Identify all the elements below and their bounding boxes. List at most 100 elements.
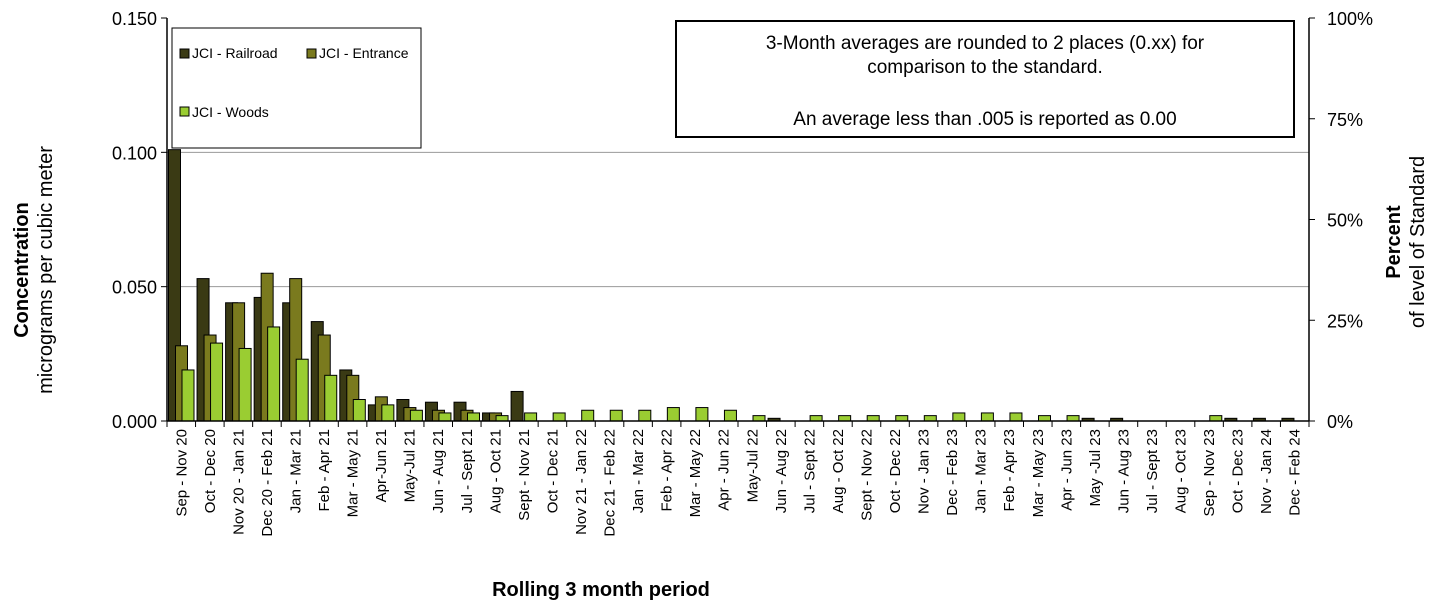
x-tick-label-31: Apr - Jun 23 [1058,429,1075,511]
bar-jciwoods-4 [295,358,309,422]
y-tick-label-0: 0.000 [112,412,157,432]
gridlines [167,151,1309,288]
y2-axis-title: Percent of level of Standard [1383,156,1429,328]
bar-jciwoods-16 [638,409,652,422]
bar-jciwoods-8 [409,409,423,422]
x-tick-label-9: Jun - Aug 21 [430,429,447,513]
x-tick-label-2: Nov 20 - Jan 21 [230,429,247,535]
bar-jciwoods-27 [952,412,966,422]
bar-jcirailroad-12 [510,390,524,422]
bar-jciwoods-11 [495,415,509,422]
x-tick-label-21: Jun - Aug 22 [773,429,790,513]
bar-jciwoods-7 [381,404,395,422]
bar-jciwoods-9 [438,412,452,422]
x-axis-title: Rolling 3 month period [492,579,710,601]
annotation-line-4: An average less than .005 is reported as… [793,109,1176,130]
x-tick-label-13: Oct - Dec 21 [544,429,561,513]
bar-jciwoods-10 [467,412,480,422]
x-tick-label-30: Mar - May 23 [1030,429,1047,517]
legend: JCI - Railroad JCI - Entrance JCI - Wood… [171,27,422,149]
bar-jciwoods-36 [1209,415,1223,422]
x-tick-label-29: Feb - Apr 23 [1001,429,1018,512]
x-tick-label-6: Mar - May 21 [345,429,362,517]
legend-label-woods: JCI - Woods [192,104,269,120]
x-tick-label-11: Aug - Oct 21 [487,429,504,513]
bar-jciwoods-3 [267,326,281,422]
y2-axis-title-sub: of level of Standard [1407,156,1429,328]
x-tick-label-5: Feb - Apr 21 [316,429,333,512]
bar-jciwoods-5 [324,374,338,422]
annotation-line-2: comparison to the standard. [867,57,1103,78]
y-ticks: 0.000 0.050 0.100 0.150 [112,9,167,432]
bar-jciwoods-31 [1066,415,1080,422]
y2-tick-label-4: 100% [1327,9,1373,29]
bars-group [168,149,1295,422]
x-tick-label-10: Jul - Sept 21 [459,429,476,513]
x-tick-label-37: Oct - Dec 23 [1230,429,1247,513]
bar-jciwoods-12 [524,412,538,422]
x-tick-label-17: Feb - Apr 22 [659,429,676,512]
y2-axis-title-bold: Percent [1383,205,1405,279]
x-tick-label-36: Sep - Nov 23 [1201,429,1218,517]
legend-label-railroad: JCI - Railroad [192,45,278,61]
bar-jciwoods-19 [723,409,737,422]
bar-jciwoods-0 [181,369,195,422]
x-tick-label-25: Oct - Dec 22 [887,429,904,513]
y2-tick-label-0: 0% [1327,412,1353,432]
x-tick-label-18: Mar - May 22 [687,429,704,517]
bar-jciwoods-13 [552,412,566,422]
x-tick-label-14: Nov 21 - Jan 22 [573,429,590,535]
x-tick-label-35: Aug - Oct 23 [1173,429,1190,513]
y-tick-label-2: 0.100 [112,143,157,163]
x-tick-label-39: Dec - Feb 24 [1287,429,1304,516]
bar-jciwoods-30 [1038,415,1051,422]
x-tick-label-15: Dec 21 - Feb 22 [602,429,619,537]
bar-jciwoods-14 [581,409,595,422]
bar-jciwoods-29 [1009,412,1023,422]
y-axis-title-sub: micrograms per cubic meter [35,146,57,394]
x-tick-label-7: Apr-Jun 21 [373,429,390,502]
legend-swatch-railroad [179,48,190,59]
bar-jciwoods-6 [352,399,366,422]
x-tick-label-4: Jan - Mar 21 [287,429,304,513]
legend-label-entrance: JCI - Entrance [319,45,409,61]
x-tick-label-3: Dec 20 - Feb 21 [259,429,276,537]
annotation-box: 3-Month averages are rounded to 2 places… [675,20,1295,138]
x-tick-label-34: Jul - Sept 23 [1144,429,1161,513]
legend-box [171,27,422,149]
legend-swatch-entrance [306,48,317,59]
y-axis-title-bold: Concentration [11,202,33,338]
x-tick-label-27: Dec - Feb 23 [944,429,961,516]
x-ticks: Sep - Nov 20 Oct - Dec 20 Nov 20 - Jan 21 D… [166,421,1310,537]
x-tick-label-20: May-Jul 22 [744,429,761,502]
x-tick-label-26: Nov - Jan 23 [916,429,933,514]
bar-jciwoods-28 [980,412,994,422]
x-tick-label-38: Nov - Jan 24 [1258,429,1275,514]
bar-jciwoods-18 [695,407,709,422]
x-tick-label-16: Jan - Mar 22 [630,429,647,513]
x-tick-label-0: Sep - Nov 20 [173,429,190,517]
y2-ticks: 0% 25% 50% 75% 100% [1309,9,1373,432]
y2-tick-label-2: 50% [1327,211,1363,231]
annotation-frame [675,20,1295,138]
x-tick-label-32: May -Jul 23 [1087,429,1104,507]
x-tick-label-12: Sept - Nov 21 [516,429,533,521]
annotation-line-1: 3-Month averages are rounded to 2 places… [766,33,1205,54]
y2-tick-label-1: 25% [1327,311,1363,331]
x-tick-label-1: Oct - Dec 20 [202,429,219,513]
bar-jciwoods-26 [923,415,937,422]
bar-jciwoods-15 [609,409,623,422]
y-tick-label-3: 0.150 [112,9,157,29]
bar-jciwoods-25 [895,415,909,422]
bar-jciwoods-22 [809,415,823,422]
y-axis-title: Concentration micrograms per cubic meter [11,146,57,394]
bar-jciwoods-2 [238,347,252,422]
x-tick-label-8: May-Jul 21 [402,429,419,502]
x-tick-label-22: Jul - Sept 22 [801,429,818,513]
bar-jciwoods-1 [210,342,224,422]
x-tick-label-24: Sept - Nov 22 [858,429,875,521]
y2-tick-label-3: 75% [1327,110,1363,130]
bar-jciwoods-24 [866,415,880,422]
